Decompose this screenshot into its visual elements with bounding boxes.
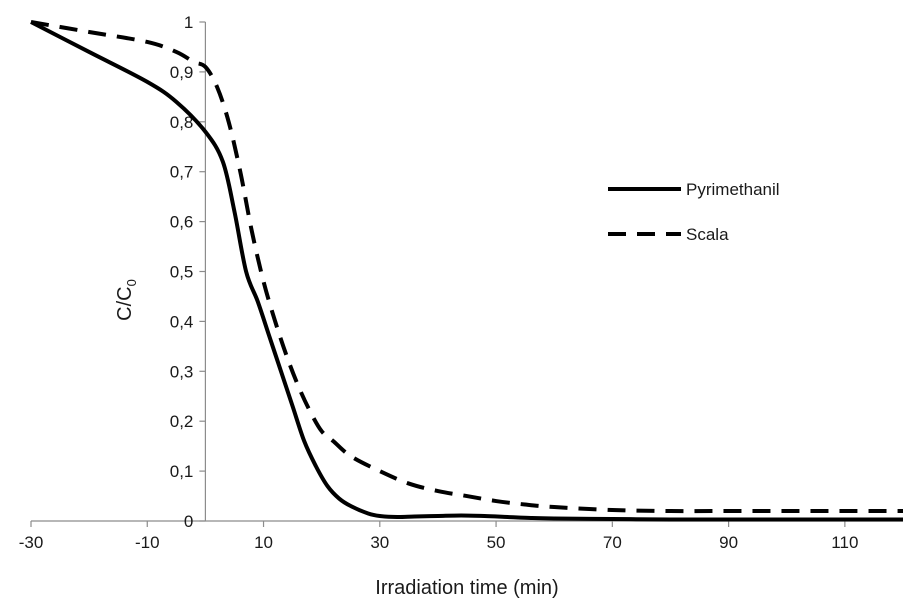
y-tick-label: 0,8 [170,113,194,132]
y-tick-label: 0,9 [170,63,194,82]
y-axis-title: C/C0 [114,279,139,321]
y-tick-label: 0,2 [170,412,194,431]
axes [31,22,903,522]
x-tick-label: -10 [135,533,160,552]
y-axis-title-subscript: 0 [124,279,139,286]
y-tick-label: 1 [184,13,193,32]
y-ticks: 0 0,1 0,2 0,3 0,4 0,5 0,6 0,7 0,8 0,9 1 [170,13,206,531]
x-tick-label: -30 [19,533,44,552]
y-tick-label: 0,3 [170,362,194,381]
y-tick-label: 0,1 [170,462,194,481]
legend-label-scala: Scala [686,225,729,244]
legend: Pyrimethanil Scala [608,180,780,244]
x-tick-label: 30 [370,533,389,552]
series-layer [30,20,903,522]
x-tick-label: 10 [254,533,273,552]
y-tick-label: 0,6 [170,213,194,232]
y-tick-label: 0 [184,512,193,531]
series-line-pyrimethanil [30,20,903,522]
x-axis-title: Irradiation time (min) [375,577,558,599]
x-tick-label: 70 [603,533,622,552]
y-tick-label: 0,4 [170,312,194,331]
y-tick-label: 0,5 [170,263,194,282]
legend-label-pyrimethanil: Pyrimethanil [686,180,780,199]
series-line-scala [30,20,903,514]
x-ticks: -30 -10 10 30 50 70 90 110 [19,521,858,552]
x-tick-label: 110 [831,533,858,552]
y-axis-title-main: C/C [114,286,136,320]
x-tick-label: 50 [487,533,506,552]
y-tick-label: 0,7 [170,163,194,182]
x-tick-label: 90 [719,533,738,552]
